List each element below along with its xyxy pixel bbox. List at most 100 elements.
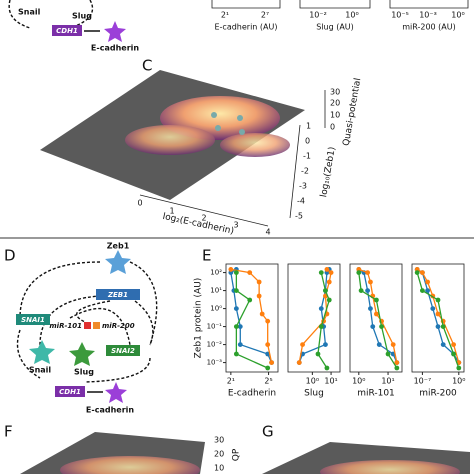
y-tick-label: 10² bbox=[210, 269, 222, 277]
mirna-box bbox=[93, 322, 100, 329]
x-tick-label: 2¹ bbox=[227, 377, 235, 386]
node-label: Snail bbox=[18, 8, 41, 17]
point bbox=[318, 270, 324, 275]
y-tick-label: 10¹ bbox=[210, 287, 222, 295]
point bbox=[394, 360, 400, 365]
star bbox=[69, 342, 95, 366]
point bbox=[265, 365, 271, 371]
point bbox=[440, 324, 446, 329]
point bbox=[376, 342, 382, 347]
axis-frame bbox=[211, 0, 469, 9]
star bbox=[105, 382, 127, 403]
series-line bbox=[416, 272, 460, 369]
point bbox=[237, 324, 243, 329]
node-label: Snail bbox=[29, 366, 52, 375]
point bbox=[265, 342, 271, 347]
star bbox=[104, 21, 126, 42]
point bbox=[233, 306, 239, 311]
state-dot bbox=[211, 112, 217, 118]
tick-label: -1 bbox=[303, 152, 311, 161]
node-label: CDH1 bbox=[56, 27, 78, 35]
y-tick-label: 10⁻² bbox=[207, 341, 223, 349]
panel-e-charts: 2¹ 2⁵ 10² 10¹ 10⁰ 10⁻¹ 10⁻² 10⁻³ E-cadherin Zeb1 … bbox=[194, 263, 465, 399]
tick-label: 2¹ bbox=[221, 11, 229, 20]
tick-label: -4 bbox=[297, 197, 305, 206]
axis bbox=[139, 90, 326, 227]
tick-label: 20 bbox=[214, 450, 224, 459]
plot-frame bbox=[349, 263, 403, 373]
node-label: Zeb1 bbox=[107, 242, 130, 251]
node-label: miR-200 bbox=[102, 322, 135, 330]
tick-label: 10⁰ bbox=[451, 11, 464, 20]
axis-label: miR-200 (AU) bbox=[402, 23, 456, 32]
x-tick-label: 10⁰ bbox=[452, 377, 465, 386]
point bbox=[259, 311, 265, 317]
tick-label: 10 bbox=[330, 111, 340, 120]
point bbox=[440, 342, 446, 347]
point bbox=[318, 306, 324, 311]
node-label: Slug bbox=[72, 12, 92, 21]
panel-label: F bbox=[4, 423, 13, 441]
point bbox=[414, 270, 420, 275]
point bbox=[420, 288, 425, 293]
node-label: miR-101 bbox=[49, 322, 82, 330]
state-dot bbox=[237, 115, 243, 121]
point bbox=[425, 279, 430, 285]
plot-frame bbox=[287, 263, 341, 373]
point bbox=[247, 297, 253, 303]
tick-label: 3 bbox=[233, 221, 238, 230]
tick-label: 10⁻³ bbox=[419, 11, 437, 20]
x-tick-label: 10¹ bbox=[381, 377, 394, 386]
tick-label: 2⁷ bbox=[261, 11, 269, 20]
node-label: E-cadherin bbox=[86, 406, 134, 415]
axis-label: Slug (AU) bbox=[316, 23, 354, 32]
tick-label: 4 bbox=[265, 228, 270, 237]
tick-label: 20 bbox=[330, 99, 340, 108]
state-dot bbox=[215, 125, 221, 131]
point bbox=[365, 270, 371, 275]
tick-label: 10⁻² bbox=[309, 11, 327, 20]
surface bbox=[125, 125, 215, 155]
point bbox=[368, 279, 373, 285]
point bbox=[374, 297, 379, 303]
point bbox=[451, 351, 456, 357]
point bbox=[379, 324, 384, 329]
point bbox=[425, 288, 430, 293]
point bbox=[233, 324, 239, 329]
gene-box bbox=[106, 345, 140, 356]
axis-label: Quasi-potential bbox=[342, 77, 364, 146]
top-axes: 2¹ 2⁷ E-cadherin (AU) 10⁻² 10⁰ Slug (AU)… bbox=[211, 0, 469, 32]
panel-c: C 0 1 2 3 4 log₂(E-cadherin) 1 0 -1 -2 -… bbox=[40, 57, 363, 237]
point bbox=[326, 297, 332, 303]
point bbox=[323, 342, 328, 347]
point bbox=[233, 288, 239, 293]
y-axis-label: Zeb1 protein (AU) bbox=[194, 278, 204, 359]
x-axis-label: Slug bbox=[304, 389, 324, 399]
plot-frame bbox=[225, 263, 279, 373]
surface bbox=[60, 456, 200, 474]
tick-label: 10⁰ bbox=[345, 11, 358, 20]
star bbox=[29, 340, 55, 364]
tick-label: -3 bbox=[299, 182, 307, 191]
tick-label: 30 bbox=[214, 436, 224, 445]
node-label: SNAI1 bbox=[21, 316, 45, 324]
top-network: Snail Slug CDH1 E-cadherin bbox=[8, 0, 139, 53]
point bbox=[358, 288, 364, 293]
series-line bbox=[358, 268, 398, 363]
panel-label: G bbox=[262, 423, 274, 441]
node-label: ZEB1 bbox=[107, 291, 128, 299]
point bbox=[356, 270, 362, 275]
tick-label: -2 bbox=[301, 167, 309, 176]
point bbox=[233, 351, 239, 357]
gene-box bbox=[96, 289, 140, 300]
panel-label: D bbox=[4, 247, 16, 265]
mirna-box bbox=[84, 322, 91, 329]
node-label: E-cadherin bbox=[91, 44, 139, 53]
point bbox=[385, 351, 391, 357]
x-tick-label: 10¹ bbox=[324, 377, 337, 386]
point bbox=[374, 311, 379, 317]
panel-g: G bbox=[262, 423, 470, 474]
point bbox=[394, 365, 400, 371]
axis-label: E-cadherin (AU) bbox=[214, 23, 277, 32]
series-line bbox=[358, 268, 398, 363]
